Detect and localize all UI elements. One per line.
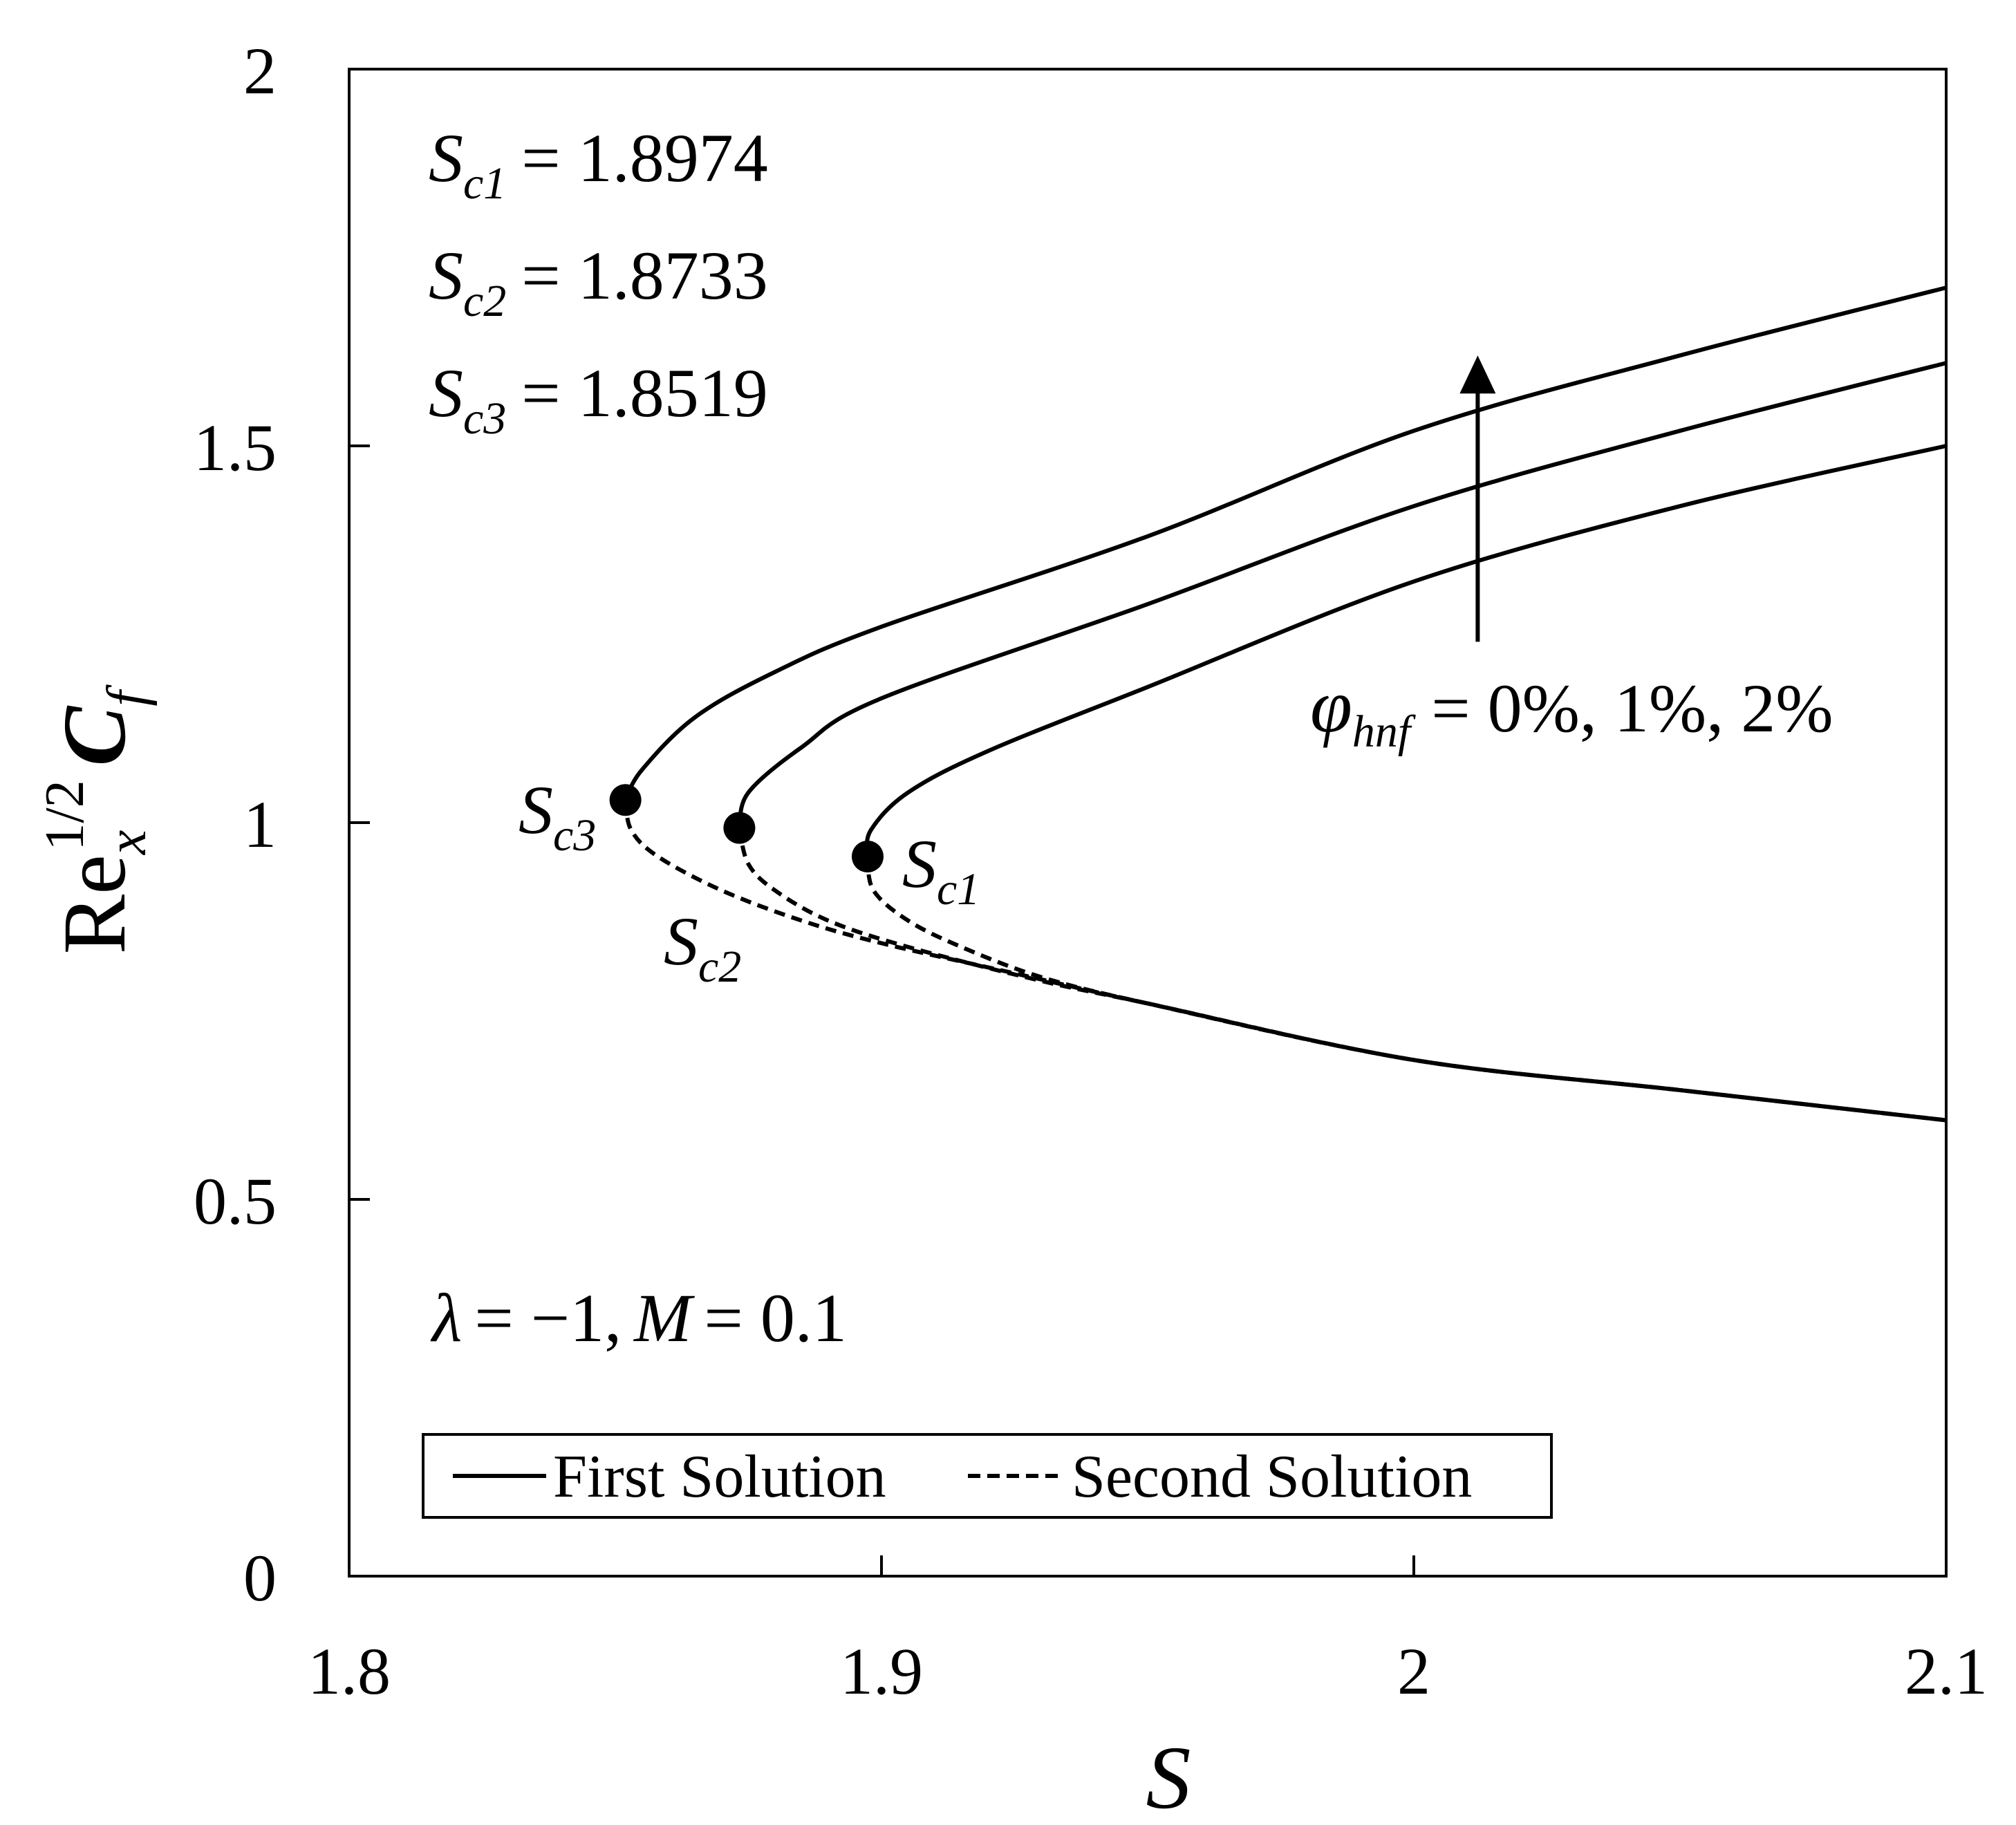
first-solution-curve-3: [623, 286, 1947, 801]
first-solution-curve-1: [864, 444, 1947, 857]
point-label-c1: Sc1: [902, 825, 980, 915]
critical-values: Sc1 = 1.8974 Sc2 = 1.8733 Sc3 = 1.8519: [429, 120, 768, 444]
curves: [609, 286, 1947, 1123]
y-tick-label: 0.5: [194, 1164, 277, 1238]
y-label-tail: C: [45, 705, 144, 766]
critical-point-marker-2: [723, 812, 756, 844]
y-label-base: Re: [45, 854, 144, 954]
first-solution-curve-2: [737, 361, 1947, 829]
critical-point-marker-1: [851, 841, 884, 873]
phi-arrow: [1459, 355, 1496, 642]
critical-value-1: Sc1 = 1.8974: [429, 120, 768, 209]
second-solution-curve-1: [865, 856, 1947, 1123]
x-tick-label: 1.8: [308, 1634, 391, 1708]
y-axis-label: Rex1/2 Cf: [35, 684, 158, 955]
y-label-sup: 1/2: [35, 780, 95, 850]
y-label-tail-sub: f: [97, 684, 158, 706]
x-tick-label: 2: [1397, 1634, 1430, 1708]
y-tick-label: 0: [243, 1541, 277, 1615]
critical-point-marker-3: [609, 784, 642, 816]
x-ticks: [348, 1555, 1948, 1576]
arrow-head: [1459, 355, 1496, 394]
param-annotation: λ = −1, M = 0.1: [430, 1280, 847, 1356]
y-ticks: [349, 68, 370, 1578]
phi-annotation: φhnf = 0%, 1%, 2%: [1310, 664, 1833, 757]
y-tick-label: 2: [243, 34, 277, 108]
critical-value-2: Sc2 = 1.8733: [429, 237, 768, 326]
critical-value-3: Sc3 = 1.8519: [429, 355, 768, 444]
x-axis-label: S: [1146, 1728, 1191, 1825]
point-label-c2: Sc2: [664, 903, 741, 992]
second-solution-curve-3: [623, 799, 1947, 1123]
y-tick-labels: 0 0.5 1 1.5 2: [194, 34, 277, 1615]
x-tick-label: 2.1: [1905, 1634, 1988, 1708]
point-label-c3: Sc3: [519, 771, 596, 861]
y-tick-label: 1.5: [194, 411, 277, 485]
legend: First Solution Second Solution: [422, 1433, 1553, 1519]
svg-text:Rex1/2Cf: Rex1/2 Cf: [35, 684, 158, 955]
x-tick-labels: 1.8 1.9 2 2.1: [308, 1634, 1988, 1708]
y-tick-label: 1: [243, 787, 277, 861]
x-tick-label: 1.9: [840, 1634, 923, 1708]
y-label-sub: x: [97, 830, 158, 856]
legend-entry-second: Second Solution: [1072, 1443, 1472, 1510]
legend-entry-first: First Solution: [553, 1443, 886, 1510]
